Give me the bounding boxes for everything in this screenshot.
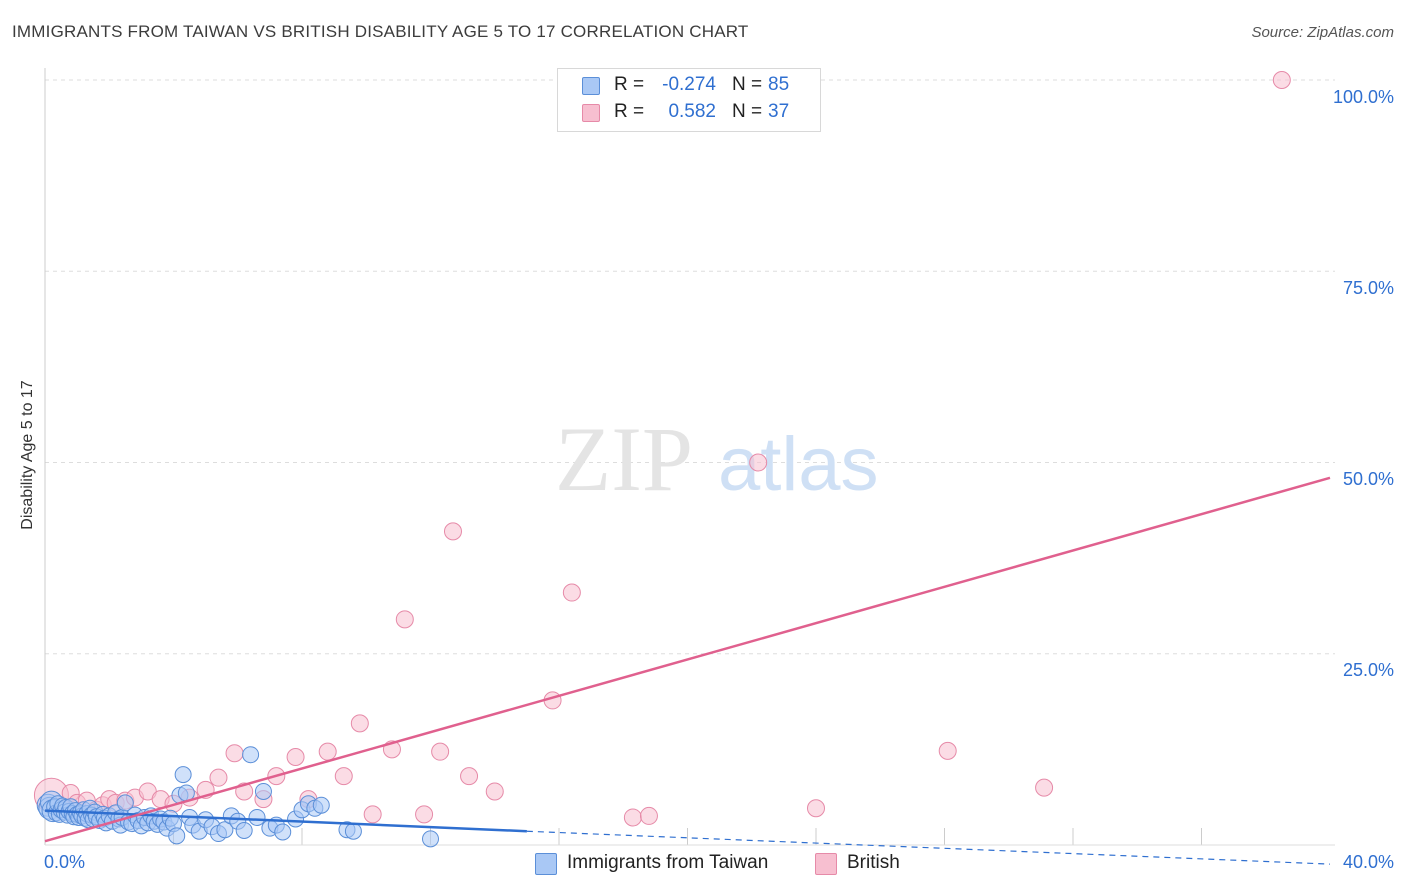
n-value: 85	[768, 74, 790, 95]
y-tick-label-75: 75.0%	[1342, 278, 1394, 298]
british-point	[415, 805, 434, 824]
trend-lines	[44, 476, 1331, 865]
watermark-atlas: atlas	[718, 422, 879, 507]
british-point	[1272, 71, 1291, 89]
taiwan-trend-line	[44, 809, 527, 833]
british-point	[318, 742, 337, 761]
british-trend-line	[44, 476, 1331, 843]
british-point	[286, 748, 305, 767]
british-point	[623, 808, 642, 827]
british-point	[562, 583, 581, 602]
taiwan-series	[36, 746, 439, 848]
correlation-legend: R = -0.274 N = 85 R = 0.582 N = 37	[557, 68, 821, 132]
british-point	[485, 782, 504, 801]
y-tick-label-100: 100.0%	[1332, 87, 1394, 107]
british-point	[395, 610, 414, 629]
british-point	[807, 799, 825, 818]
british-point	[431, 742, 450, 761]
taiwan-point	[168, 827, 186, 845]
british-legend-swatch	[815, 853, 837, 875]
taiwan-point	[422, 830, 439, 848]
taiwan-point	[254, 782, 272, 800]
british-point	[639, 806, 658, 825]
taiwan-legend-label: Immigrants from Taiwan	[567, 852, 769, 873]
source-credit: Source: ZipAtlas.com	[1251, 24, 1394, 41]
n-label: N =	[732, 74, 763, 95]
taiwan-point	[248, 808, 266, 826]
british-legend-label: British	[847, 852, 900, 873]
british-point	[363, 805, 382, 824]
british-point	[334, 767, 353, 786]
taiwan-point	[312, 796, 330, 814]
taiwan-point	[274, 823, 292, 841]
x-tick-label-min: 0.0%	[44, 852, 86, 872]
taiwan-point	[242, 746, 260, 764]
y-tick-label-25: 25.0%	[1342, 660, 1394, 680]
british-point	[225, 744, 244, 763]
taiwan-point	[216, 821, 234, 839]
n-label: N =	[732, 101, 763, 122]
british-swatch	[582, 104, 600, 122]
r-label: R =	[614, 74, 645, 95]
r-value: -0.274	[662, 74, 716, 95]
british-point	[443, 522, 462, 541]
british-point	[460, 767, 479, 786]
y-tick-label-50: 50.0%	[1342, 469, 1394, 489]
n-value: 37	[768, 101, 790, 122]
chart-title: IMMIGRANTS FROM TAIWAN VS BRITISH DISABI…	[12, 22, 749, 41]
taiwan-point	[344, 822, 362, 840]
taiwan-point	[235, 821, 253, 839]
taiwan-legend-swatch	[535, 853, 557, 875]
taiwan-point	[174, 766, 192, 784]
y-axis-label: Disability Age 5 to 17	[19, 380, 36, 530]
watermark-zip: ZIP	[555, 408, 693, 510]
r-label: R =	[614, 101, 645, 122]
british-point	[749, 453, 768, 472]
taiwan-swatch	[582, 77, 600, 95]
gridlines	[45, 79, 1335, 655]
x-tick-label-max: 40.0%	[1342, 852, 1394, 872]
british-point	[350, 714, 369, 733]
x-gridlines	[173, 828, 1202, 845]
british-point	[209, 768, 228, 787]
british-point	[938, 741, 957, 760]
taiwan-point	[116, 794, 134, 812]
british-point	[1035, 778, 1054, 797]
r-value: 0.582	[668, 101, 716, 122]
taiwan-trend-extension	[526, 830, 1331, 865]
